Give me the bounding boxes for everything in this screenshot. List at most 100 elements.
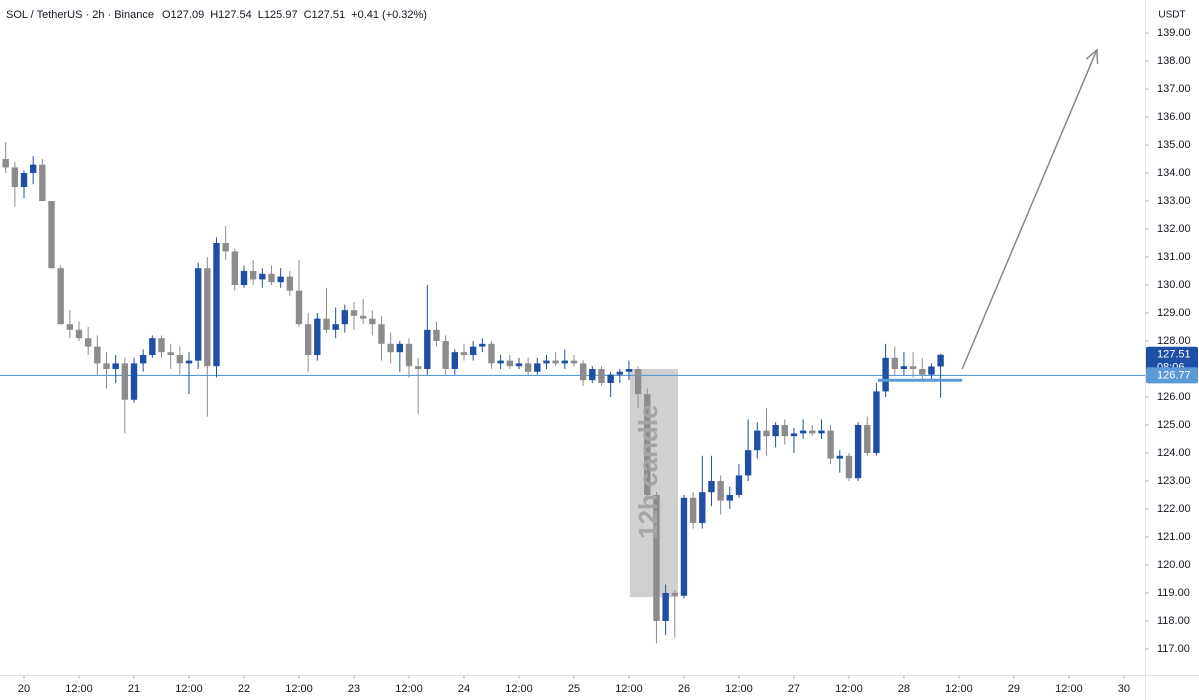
candle-body — [809, 430, 816, 434]
candle-body — [66, 324, 74, 330]
candle-body — [772, 424, 779, 437]
candle-body — [570, 360, 578, 364]
candle-body — [488, 343, 495, 364]
candle-body — [295, 290, 303, 325]
x-tick-label: 30 — [1118, 683, 1130, 695]
candle-body — [735, 475, 743, 495]
candle-body — [497, 360, 504, 364]
x-tick-label: 12:00 — [285, 683, 313, 695]
candle-body — [149, 338, 156, 355]
candle-body — [937, 354, 944, 367]
candle-body — [873, 391, 880, 453]
x-tick-label: 12:00 — [945, 683, 973, 695]
candle-body — [689, 497, 697, 523]
arrow-head — [1085, 48, 1099, 64]
x-tick-label: 12:00 — [65, 683, 93, 695]
candle-body — [671, 592, 678, 596]
y-tick-label: 121.00 — [1157, 531, 1191, 543]
candle-body — [625, 368, 633, 372]
x-tick-label: 22 — [238, 683, 250, 695]
candle-body — [405, 343, 413, 367]
header-value: H127.54 — [210, 9, 252, 21]
candle-body — [323, 318, 330, 330]
x-tick-label: 12:00 — [725, 683, 753, 695]
y-tick-label: 135.00 — [1157, 139, 1191, 151]
candle-body — [75, 329, 83, 339]
x-tick-label: 12:00 — [615, 683, 643, 695]
x-tick-label: 20 — [18, 683, 30, 695]
candle-body — [919, 368, 926, 375]
candle-body — [515, 363, 523, 367]
candle-body — [158, 338, 165, 353]
x-tick-label: 12:00 — [395, 683, 423, 695]
candle-body — [763, 430, 770, 437]
candle-body — [84, 338, 92, 347]
candle-body — [94, 346, 101, 364]
candle-body — [644, 394, 651, 495]
candle-body — [130, 363, 138, 400]
candle-body — [249, 271, 257, 280]
header-value: L125.97 — [258, 9, 298, 21]
y-tick-label: 117.00 — [1157, 643, 1190, 655]
x-tick-label: 12:00 — [175, 683, 203, 695]
x-tick-label: 21 — [128, 683, 140, 695]
highlight-label: 12h candle — [633, 404, 663, 538]
candle-body — [378, 324, 385, 344]
y-tick-label: 132.00 — [1157, 223, 1191, 235]
candle-body — [680, 497, 688, 596]
candle-body — [350, 310, 358, 316]
y-tick-label: 134.00 — [1157, 167, 1191, 179]
y-tick-label: 137.00 — [1157, 83, 1191, 95]
candle-body — [900, 366, 908, 369]
x-tick-label: 25 — [568, 683, 580, 695]
y-tick-label: 120.00 — [1157, 559, 1191, 571]
x-tick-label: 26 — [678, 683, 690, 695]
x-tick-label: 12:00 — [1055, 683, 1083, 695]
candle-body — [57, 268, 64, 325]
candle-body — [543, 360, 550, 364]
candle-body — [882, 357, 889, 392]
candle-body — [451, 352, 459, 369]
y-tick-label: 136.00 — [1157, 111, 1191, 123]
y-tick-label: 126.00 — [1157, 391, 1191, 403]
y-tick-label: 133.00 — [1157, 195, 1191, 207]
candle-body — [213, 243, 220, 367]
candle-body — [185, 360, 193, 364]
chart-title: SOL / TetherUS · 2h · Binance — [6, 9, 154, 21]
y-tick-label: 131.00 — [1157, 251, 1191, 263]
candle-body — [222, 243, 229, 252]
y-tick-label: 129.00 — [1157, 307, 1191, 319]
candle-body — [534, 363, 541, 372]
candle-body — [396, 343, 404, 353]
candle-body — [39, 164, 46, 202]
candle-body — [103, 363, 110, 369]
header-value: O127.09 — [162, 9, 204, 21]
x-tick-label: 24 — [458, 683, 470, 695]
candle-body — [259, 273, 266, 280]
candle-body — [845, 455, 853, 479]
candle-body — [744, 450, 752, 476]
candle-body — [653, 494, 660, 621]
y-tick-label: 122.00 — [1157, 503, 1191, 515]
candle-body — [341, 310, 349, 325]
candle-body — [460, 352, 468, 355]
candle-body — [616, 371, 623, 375]
candle-body — [11, 167, 19, 188]
candle-body — [818, 430, 825, 434]
x-tick-label: 12:00 — [835, 683, 863, 695]
candle-body — [854, 424, 862, 479]
x-tick-label: 29 — [1008, 683, 1020, 695]
candle-body — [414, 366, 422, 369]
candle-body — [194, 268, 202, 361]
y-axis-label: USDT — [1158, 10, 1185, 21]
candle-body — [607, 374, 614, 383]
x-tick-label: 27 — [788, 683, 800, 695]
arrow-line — [961, 49, 1098, 370]
candle-body — [524, 363, 532, 372]
candle-body — [699, 492, 706, 523]
candle-body — [121, 363, 129, 400]
candle-body — [827, 430, 834, 459]
candle-body — [909, 366, 917, 369]
candle-body — [552, 360, 559, 364]
candle-body — [304, 324, 312, 355]
